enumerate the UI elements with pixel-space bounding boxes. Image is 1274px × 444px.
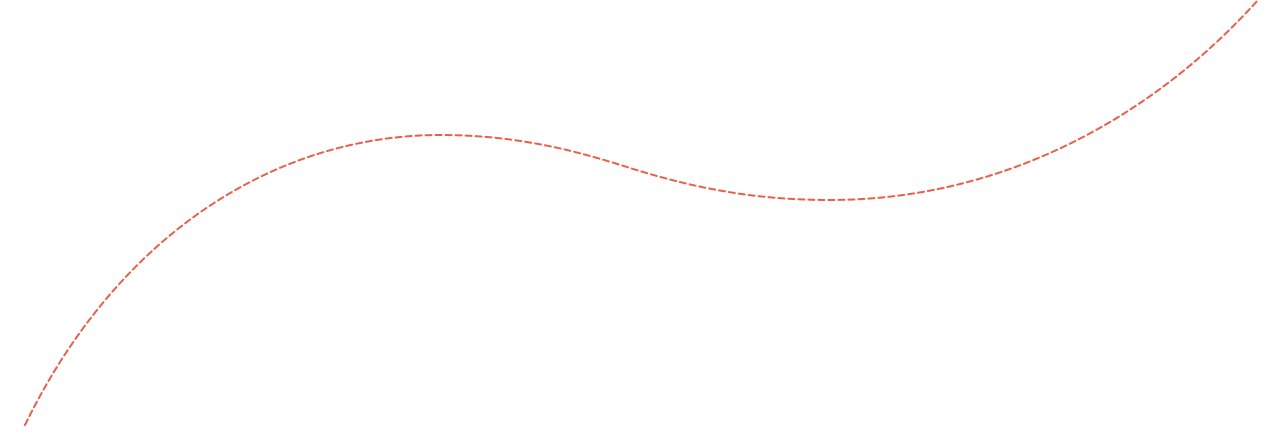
dashed-wave-line [24, 0, 1259, 426]
